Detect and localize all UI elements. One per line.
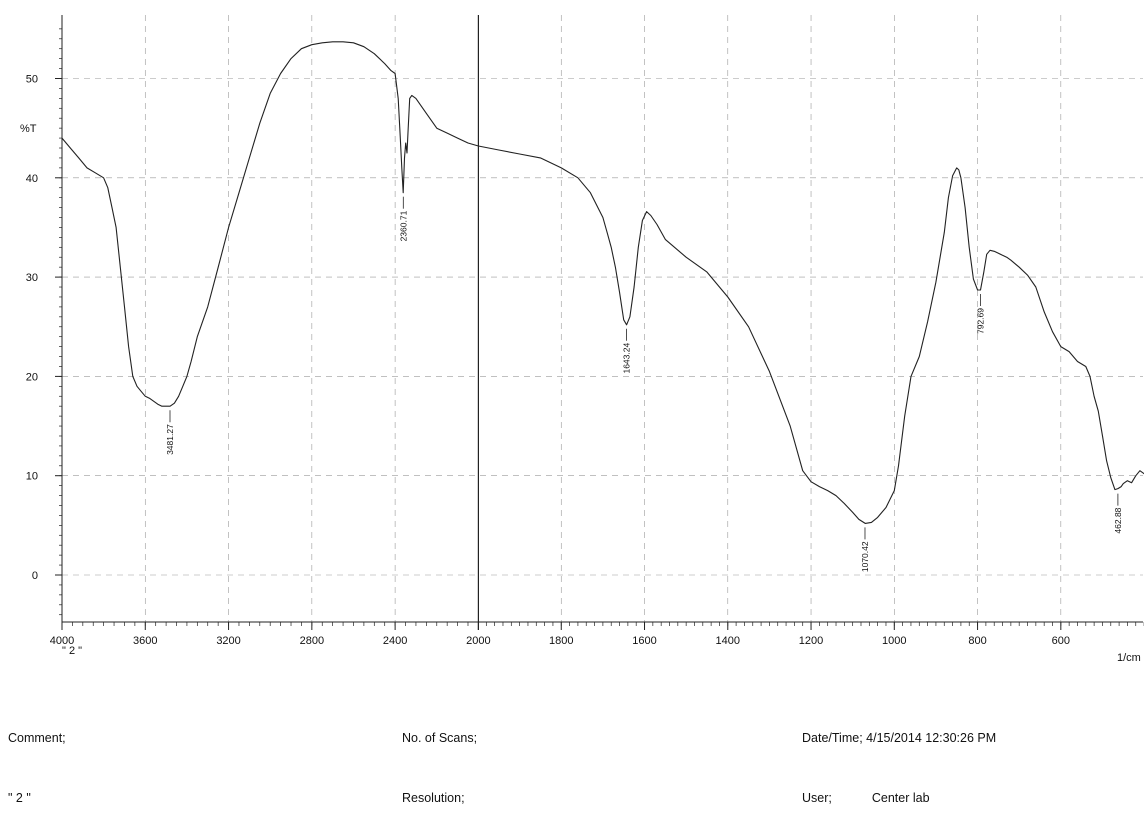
x-tick-label: 1800	[549, 635, 573, 647]
peak-label: 2360.71	[398, 210, 408, 241]
plot-frame	[61, 15, 1143, 630]
y-axis-title: %T	[20, 123, 37, 135]
scans-label: No. of Scans;	[402, 731, 478, 745]
datetime-value: 4/15/2014 12:30:26 PM	[866, 731, 997, 745]
peak-label: 462.88	[1113, 507, 1123, 533]
x-tick-label: 2400	[383, 635, 407, 647]
sample-label: " 2 "	[62, 645, 82, 657]
ir-spectrum-chart: 4000 3600 3200 2800 2400 2000 1800 1600 1400 1200…	[20, 15, 1144, 664]
x-tick-label: 800	[968, 635, 986, 647]
comment-value: " 2 "	[8, 791, 31, 805]
y-tick-label: 20	[26, 371, 38, 383]
datetime-label: Date/Time;	[802, 731, 863, 745]
x-tick-label: 3200	[216, 635, 240, 647]
x-tick-label: 4000	[50, 635, 74, 647]
resolution-label: Resolution;	[402, 791, 465, 805]
footer-comment: Comment; " 2 "	[8, 688, 66, 828]
x-tick-label: 1200	[799, 635, 823, 647]
x-axis-unit: 1/cm	[1117, 652, 1141, 664]
x-tick-label: 1600	[632, 635, 656, 647]
x-tick-label: 2800	[300, 635, 324, 647]
x-tick-label: 1000	[882, 635, 906, 647]
user-value: Center lab	[871, 791, 930, 805]
grid-lines	[61, 15, 1143, 622]
y-tick-label: 10	[26, 471, 38, 483]
x-tick-label: 3600	[133, 635, 157, 647]
series-layer	[61, 41, 1144, 524]
peak-label: 3481.27	[165, 424, 175, 455]
x-tick-label: 600	[1052, 635, 1070, 647]
peak-label: 1643.24	[622, 343, 632, 374]
peak-label: 792.69	[976, 308, 986, 334]
series-line	[61, 41, 1144, 524]
y-tick-label: 30	[26, 272, 38, 284]
x-tick-label: 1400	[716, 635, 740, 647]
y-tick-label: 0	[32, 570, 38, 582]
user-label: User;	[802, 791, 832, 805]
y-tick-label: 40	[26, 173, 38, 185]
y-tick-label: 50	[26, 74, 38, 86]
peak-annotations: 3481.27 2360.71 1643.24 1070.42 792.69 462.88	[165, 196, 1123, 572]
axis-ticks: 4000 3600 3200 2800 2400 2000 1800 1600 1400 1200…	[26, 28, 1144, 647]
x-tick-label: 2000	[466, 635, 490, 647]
peak-label: 1070.42	[860, 541, 870, 572]
footer-scan-info: No. of Scans; Resolution;	[402, 688, 477, 828]
comment-label: Comment;	[8, 731, 66, 745]
footer-meta: Date/Time; 4/15/2014 12:30:26 PM User; Ce…	[802, 688, 996, 828]
